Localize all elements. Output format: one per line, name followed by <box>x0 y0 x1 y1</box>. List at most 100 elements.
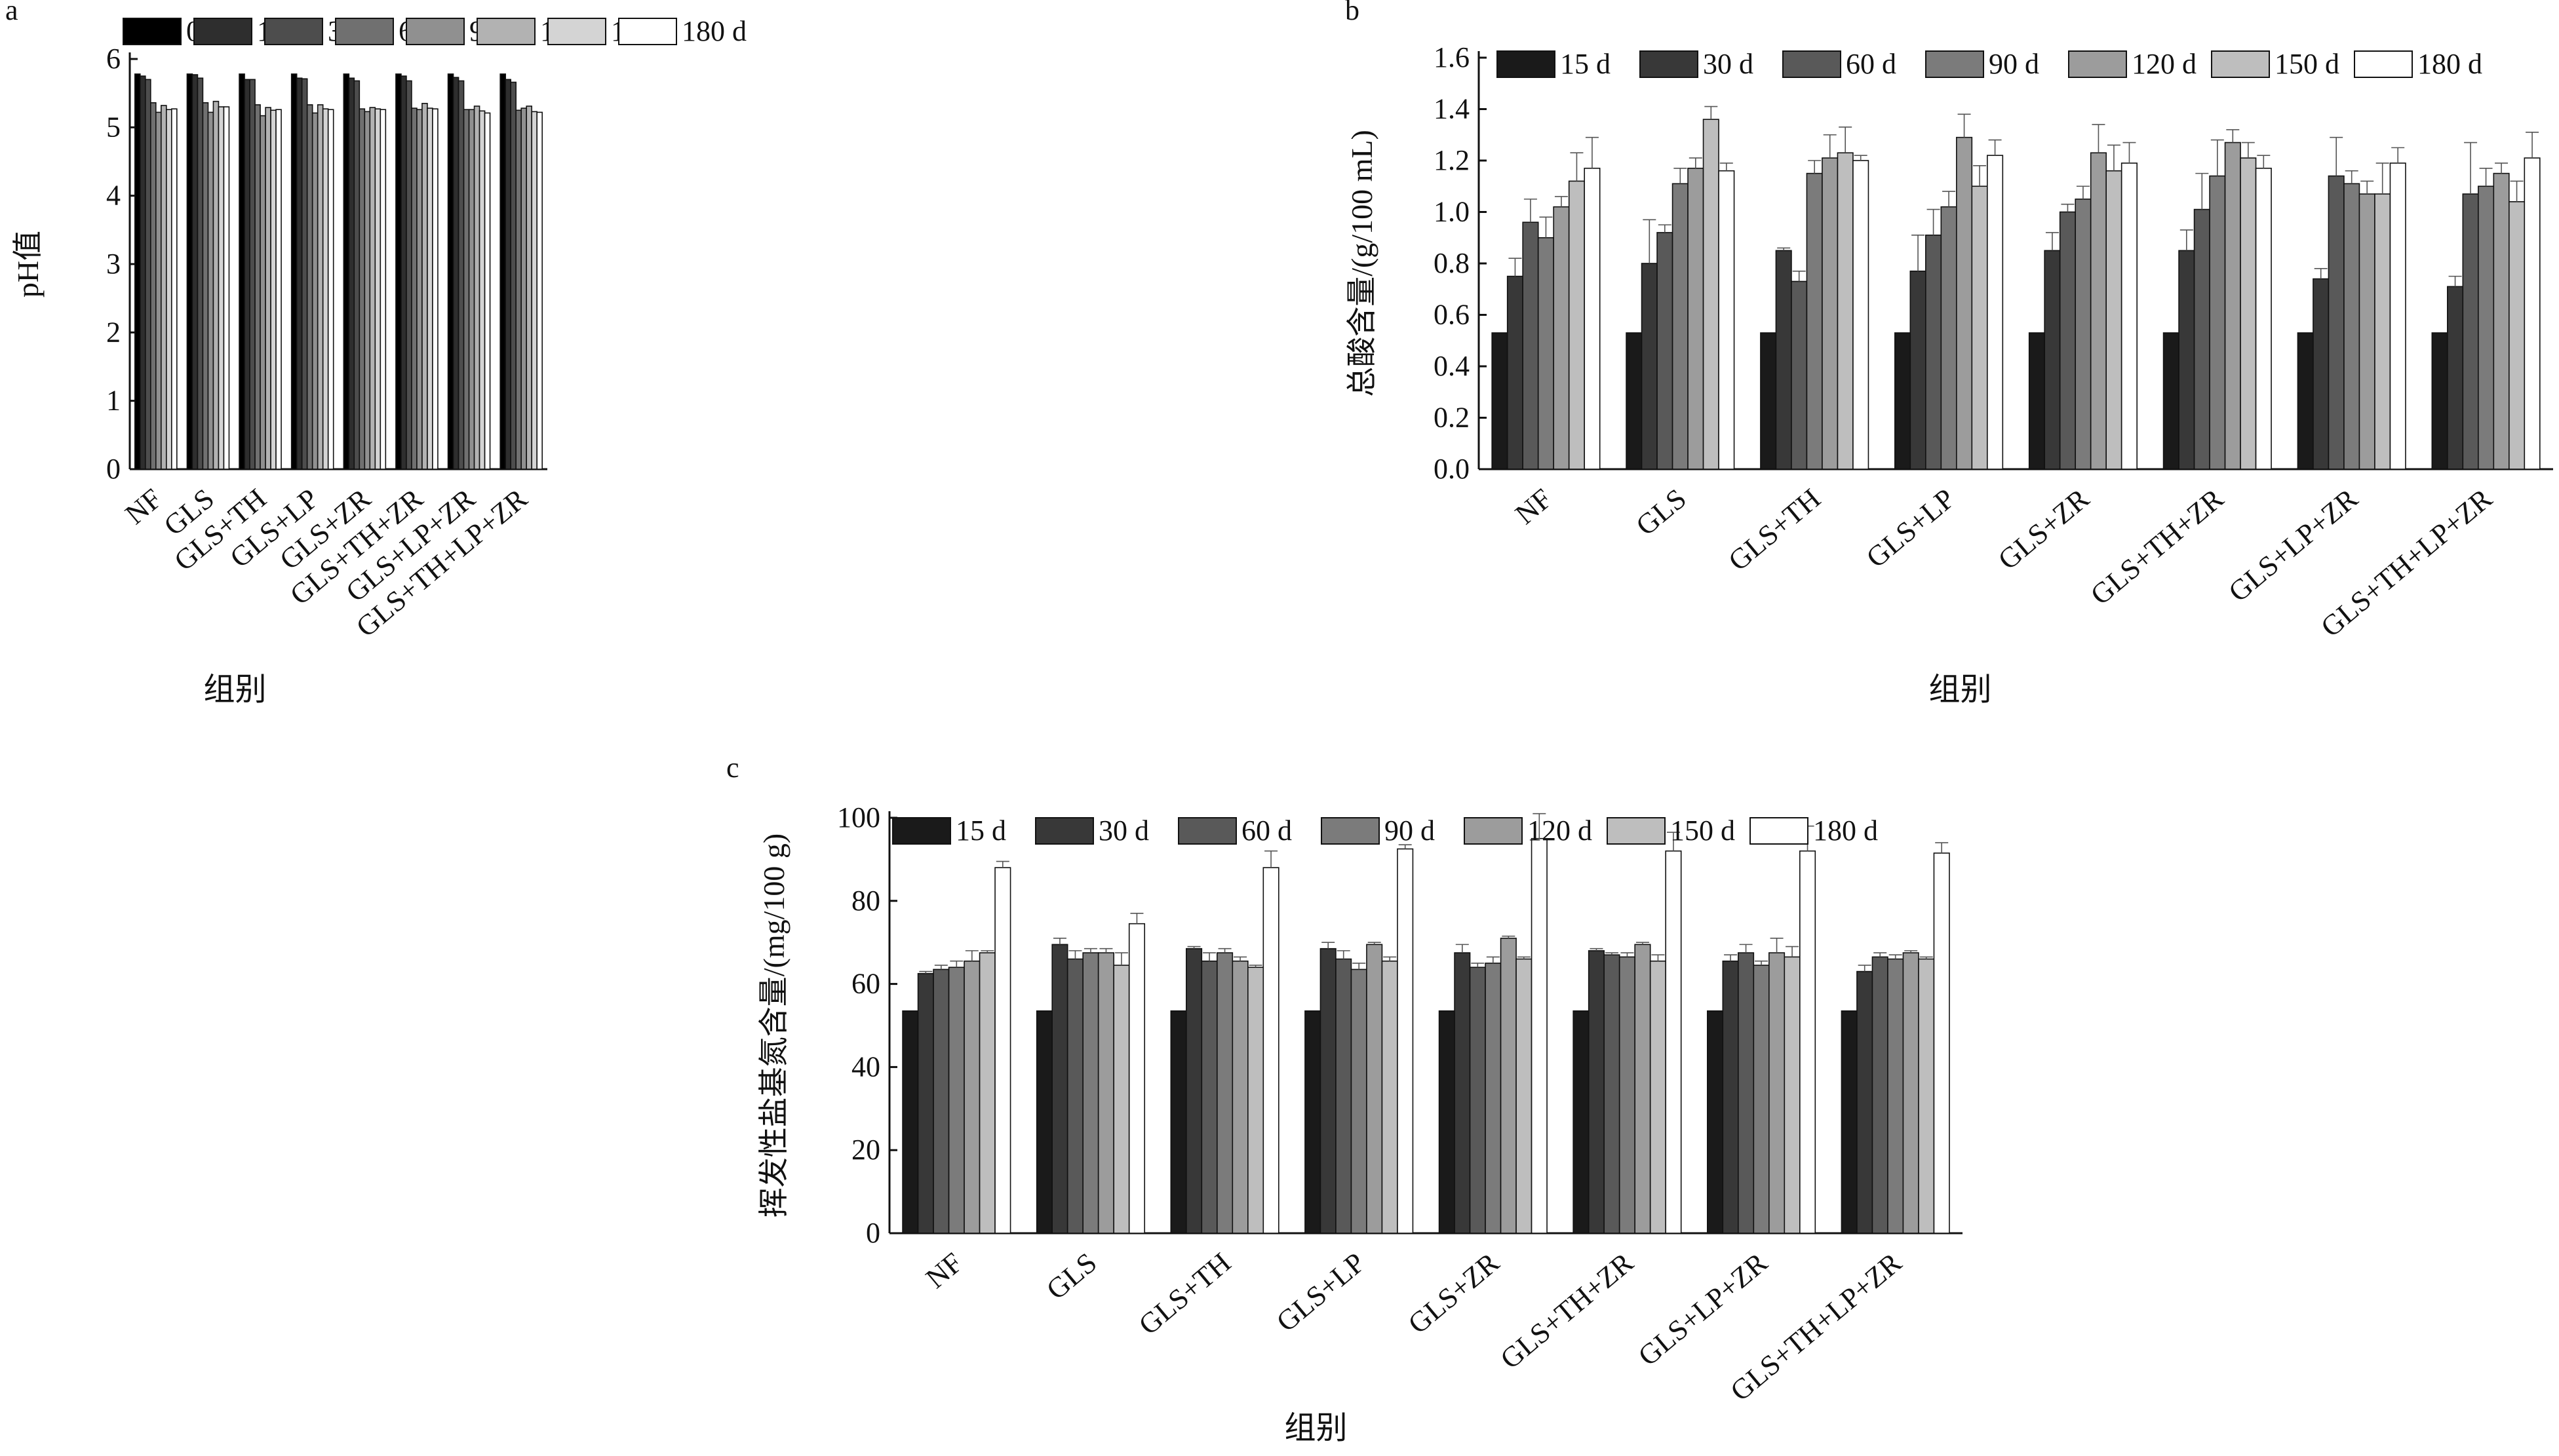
bar <box>1588 950 1605 1234</box>
y-tick-label: 80 <box>851 885 880 917</box>
chart-panel-a: a0123456pH值NFGLSGLS+THGLS+LPGLS+ZRGLS+TH… <box>5 0 747 707</box>
legend-label: 180 d <box>2417 48 2482 80</box>
bar <box>161 105 167 470</box>
chart-panel-b: b 0.0 0.2 0.4 0.6 0.8 1.0 1.2 1.4 1.6 总酸含量/(g/100 … <box>1345 0 2553 707</box>
bar <box>1366 944 1383 1234</box>
bar <box>1304 1010 1321 1234</box>
bar <box>1626 332 1643 470</box>
bar <box>134 73 141 470</box>
bar <box>1940 206 1957 470</box>
bar <box>166 109 172 470</box>
bar <box>1871 956 1888 1234</box>
bar <box>2209 175 2226 470</box>
bar <box>2105 170 2122 470</box>
bar <box>1722 960 1739 1234</box>
legend-label: 180 d <box>682 15 747 47</box>
bar <box>1201 960 1218 1234</box>
bar <box>1791 280 1808 470</box>
legend-label: 60 d <box>1846 48 1896 80</box>
y-tick-label: 3 <box>106 248 121 280</box>
y-tick-label: 6 <box>106 43 121 75</box>
bar <box>207 111 214 470</box>
x-tick-label: GLS+TH+ZR <box>1494 1246 1640 1375</box>
bar <box>1971 185 1988 470</box>
bar <box>515 109 522 470</box>
bar <box>1335 958 1352 1234</box>
y-tick-label: 1.0 <box>1434 196 1470 228</box>
bar <box>306 104 313 470</box>
bar <box>1217 952 1234 1234</box>
bar <box>254 104 261 470</box>
bar <box>327 109 334 470</box>
y-tick-label: 40 <box>851 1050 880 1082</box>
bar <box>2255 167 2272 470</box>
bar <box>1925 235 1942 470</box>
bar <box>1537 237 1554 470</box>
bar <box>1485 963 1502 1234</box>
bar <box>406 80 412 470</box>
bar <box>145 79 151 470</box>
bar <box>191 74 199 470</box>
bar <box>197 77 204 470</box>
bar <box>317 104 324 470</box>
y-tick-label: 0 <box>106 453 121 485</box>
legend: 15 d 30 d 60 d 90 d 120 d 150 d 180 d <box>1496 48 2482 80</box>
bar <box>260 115 266 470</box>
bar <box>1902 952 1919 1234</box>
bar <box>1113 965 1130 1234</box>
bar <box>1170 1010 1187 1234</box>
x-tick-label: GLS+ZR <box>1402 1246 1506 1340</box>
bar <box>1522 221 1539 470</box>
legend-swatch <box>477 18 536 45</box>
bar <box>463 109 470 470</box>
bar <box>322 108 329 470</box>
bar <box>1641 263 1658 470</box>
bar <box>1506 275 1523 470</box>
bar <box>400 75 407 470</box>
bar <box>1097 952 1114 1234</box>
legend-swatch <box>1321 817 1380 845</box>
bar <box>1687 167 1704 470</box>
legend-swatch <box>1178 817 1237 845</box>
bar <box>411 107 418 470</box>
bar <box>1603 954 1620 1234</box>
bar <box>1634 944 1651 1234</box>
bar <box>2509 201 2526 470</box>
bar <box>964 960 981 1234</box>
legend-label: 90 d <box>1989 48 2039 80</box>
bar <box>1454 952 1471 1234</box>
bar <box>2028 332 2045 470</box>
bar <box>1381 960 1398 1234</box>
bar <box>1082 952 1099 1234</box>
legend-swatch <box>2068 50 2127 78</box>
chart-panel-c: c 0 20 40 60 80 100 挥发性盐基氮含量/(mg/100 g) NF GLS GLS… <box>726 752 1963 1446</box>
bar <box>1841 1010 1858 1234</box>
bar <box>427 107 433 470</box>
x-tick-label: GLS <box>1040 1246 1103 1306</box>
y-tick-label: 1.4 <box>1434 93 1470 125</box>
bar <box>343 73 350 470</box>
bar <box>301 78 308 470</box>
bar <box>2313 278 2330 470</box>
legend-swatch <box>123 18 182 45</box>
x-tick-label: GLS+TH <box>1723 482 1827 577</box>
bar <box>473 105 480 470</box>
bar <box>2462 193 2479 470</box>
bar <box>2090 152 2107 470</box>
legend-swatch <box>264 18 323 45</box>
bar <box>296 77 303 470</box>
bar <box>1909 270 1926 470</box>
bar <box>2447 286 2464 470</box>
bar <box>1247 967 1264 1234</box>
bar <box>994 867 1011 1234</box>
bar <box>520 107 527 470</box>
bar <box>510 81 517 470</box>
y-axis-title: 总酸含量/(g/100 mL) <box>1345 130 1378 397</box>
bar <box>2343 183 2360 470</box>
legend-label: 90 d <box>1384 814 1435 847</box>
legend-label: 15 d <box>1560 48 1611 80</box>
bar <box>1568 180 1585 470</box>
legend-swatch <box>1035 817 1094 845</box>
bar <box>1671 183 1689 470</box>
legend-label: 30 d <box>1099 814 1149 847</box>
